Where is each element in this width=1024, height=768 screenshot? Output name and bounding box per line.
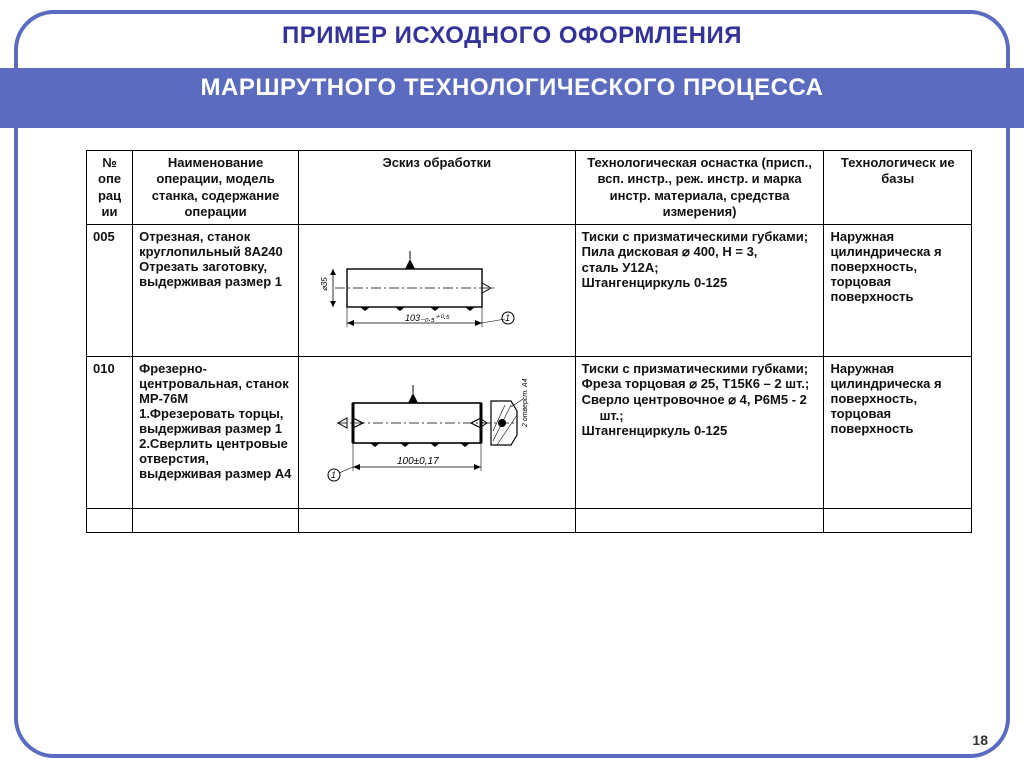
sketch-mill-center: 2 отверст. А4 [305, 371, 535, 494]
cell-num: 010 [87, 357, 133, 509]
col-header-sketch: Эскиз обработки [299, 151, 576, 225]
cell-name: Фрезерно-центровальная, станок МР-76М 1.… [133, 357, 299, 509]
cell-bases: Наружная цилиндрическа я поверхность, то… [824, 225, 972, 357]
ref-bubble: 1 [505, 313, 510, 323]
title-line1: ПРИМЕР ИСХОДНОГО ОФОРМЛЕНИЯ [30, 22, 994, 50]
slide-title: ПРИМЕР ИСХОДНОГО ОФОРМЛЕНИЯ МАРШРУТНОГО … [30, 22, 994, 102]
cell-sketch: ⌀35 [299, 225, 576, 357]
col-header-tooling: Технологическая оснастка (присп., всп. и… [575, 151, 824, 225]
dia-label: ⌀35 [320, 277, 329, 291]
table-row: 005 Отрезная, станок круглопильный 8А240… [87, 225, 972, 357]
len-label: 100±0,17 [397, 456, 439, 467]
routing-table: № опе рац ии Наименование операции, моде… [86, 150, 972, 533]
page-number: 18 [972, 732, 988, 748]
table-header-row: № опе рац ии Наименование операции, моде… [87, 151, 972, 225]
col-header-name: Наименование операции, модель станка, со… [133, 151, 299, 225]
cell-num: 005 [87, 225, 133, 357]
cell-sketch: 2 отверст. А4 [299, 357, 576, 509]
table-row: 010 Фрезерно-центровальная, станок МР-76… [87, 357, 972, 509]
col-header-num: № опе рац ии [87, 151, 133, 225]
side-note: 2 отверст. А4 [522, 378, 529, 428]
routing-table-wrap: № опе рац ии Наименование операции, моде… [86, 150, 972, 698]
cell-tooling: Тиски с призматическими губками; Пила ди… [575, 225, 824, 357]
cell-tooling: Тиски с призматическими губками; Фреза т… [575, 357, 824, 509]
ref-bubble: 1 [331, 470, 336, 480]
len-label: 103₋₀.₅⁺⁰·⁵ [405, 313, 450, 323]
cell-bases: Наружная цилиндрическа я поверхность, то… [824, 357, 972, 509]
table-row-empty [87, 509, 972, 533]
cell-name: Отрезная, станок круглопильный 8А240 Отр… [133, 225, 299, 357]
col-header-bases: Технологическ ие базы [824, 151, 972, 225]
title-line2: МАРШРУТНОГО ТЕХНОЛОГИЧЕСКОГО ПРОЦЕССА [30, 74, 994, 102]
sketch-cut-bar: ⌀35 [305, 239, 515, 342]
